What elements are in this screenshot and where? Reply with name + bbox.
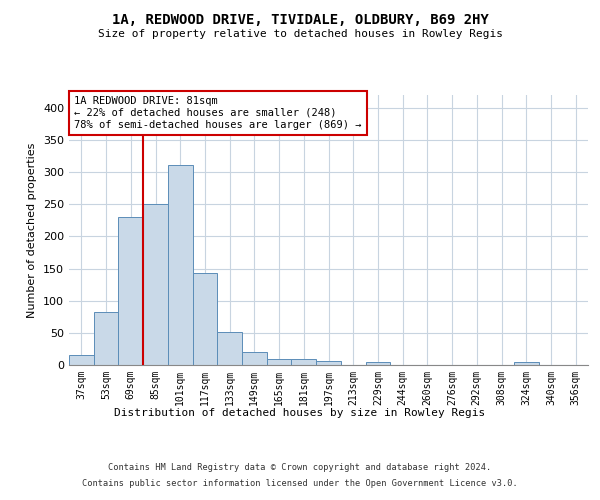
Bar [193,273,217,365]
Text: 1A REDWOOD DRIVE: 81sqm
← 22% of detached houses are smaller (248)
78% of semi-d: 1A REDWOOD DRIVE: 81sqm ← 22% of detache… [74,96,362,130]
Bar [292,358,316,365]
Text: Contains public sector information licensed under the Open Government Licence v3: Contains public sector information licen… [82,479,518,488]
Bar [217,332,242,365]
Bar [316,361,341,365]
Text: 1A, REDWOOD DRIVE, TIVIDALE, OLDBURY, B69 2HY: 1A, REDWOOD DRIVE, TIVIDALE, OLDBURY, B6… [112,12,488,26]
Bar [143,204,168,365]
Bar [514,362,539,365]
Bar [267,359,292,365]
Bar [168,165,193,365]
Bar [69,356,94,365]
Bar [365,362,390,365]
Text: Size of property relative to detached houses in Rowley Regis: Size of property relative to detached ho… [97,29,503,39]
Y-axis label: Number of detached properties: Number of detached properties [28,142,37,318]
Bar [118,217,143,365]
Text: Distribution of detached houses by size in Rowley Regis: Distribution of detached houses by size … [115,408,485,418]
Bar [242,352,267,365]
Bar [94,312,118,365]
Text: Contains HM Land Registry data © Crown copyright and database right 2024.: Contains HM Land Registry data © Crown c… [109,462,491,471]
